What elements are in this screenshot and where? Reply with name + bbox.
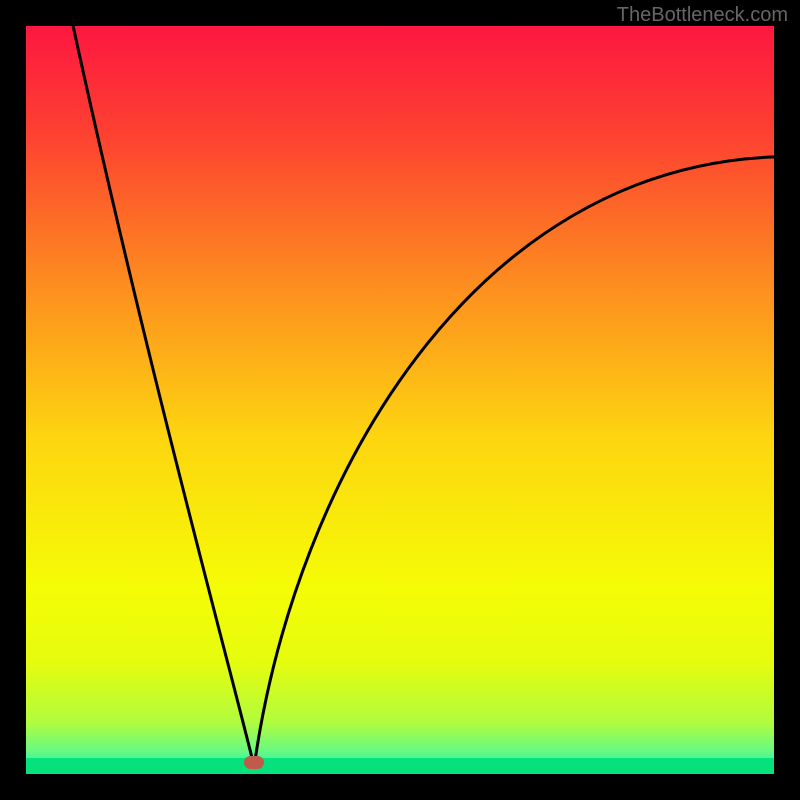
plot-area bbox=[26, 26, 774, 774]
minimum-marker bbox=[244, 756, 264, 769]
watermark-text: TheBottleneck.com bbox=[617, 4, 788, 27]
chart-container: TheBottleneck.com bbox=[0, 0, 800, 800]
bottleneck-curve bbox=[26, 26, 774, 774]
